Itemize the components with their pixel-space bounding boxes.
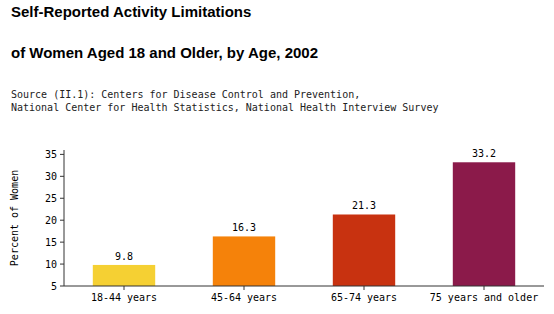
y-tick-label: 5 [51,281,57,292]
y-tick [60,176,64,177]
chart: Self-Reported Activity Limitations of Wom… [0,0,554,314]
subtitle: of Women Aged 18 and Older, by Age, 2002 [11,44,318,61]
y-axis-line [64,150,65,286]
x-tick [124,286,125,290]
y-tick [60,242,64,243]
bar [333,214,395,286]
y-tick-label: 10 [45,259,57,270]
x-tick [364,286,365,290]
y-tick [60,198,64,199]
data-label: 33.2 [472,148,496,159]
source: Source (II.1): Centers for Disease Contr… [11,89,438,113]
x-tick [244,286,245,290]
x-axis-line [64,286,544,287]
y-tick [60,154,64,155]
x-tick-label: 45-64 years [211,292,277,303]
y-tick-label: 15 [45,237,57,248]
data-label: 9.8 [115,251,133,262]
bars [93,162,515,286]
data-label: 16.3 [232,222,256,233]
x-tick-label: 18-44 years [91,292,157,303]
y-tick [60,286,64,287]
y-axis-label: Percent of Women [9,170,20,266]
y-tick-label: 20 [45,215,57,226]
y-tick-label: 30 [45,171,57,182]
title: Self-Reported Activity Limitations [11,3,251,20]
source-line: National Center for Health Statistics, N… [11,102,438,113]
x-tick-label: 65-74 years [331,292,397,303]
source-line: Source (II.1): Centers for Disease Contr… [11,89,360,100]
bar [213,236,275,286]
x-tick [484,286,485,290]
y-tick-label: 25 [45,193,57,204]
y-tick [60,264,64,265]
bar [93,265,155,286]
y-tick [60,220,64,221]
bar [453,162,515,286]
y-tick-label: 35 [45,149,57,160]
x-tick-label: 75 years and older [430,292,538,303]
data-label: 21.3 [352,200,376,211]
